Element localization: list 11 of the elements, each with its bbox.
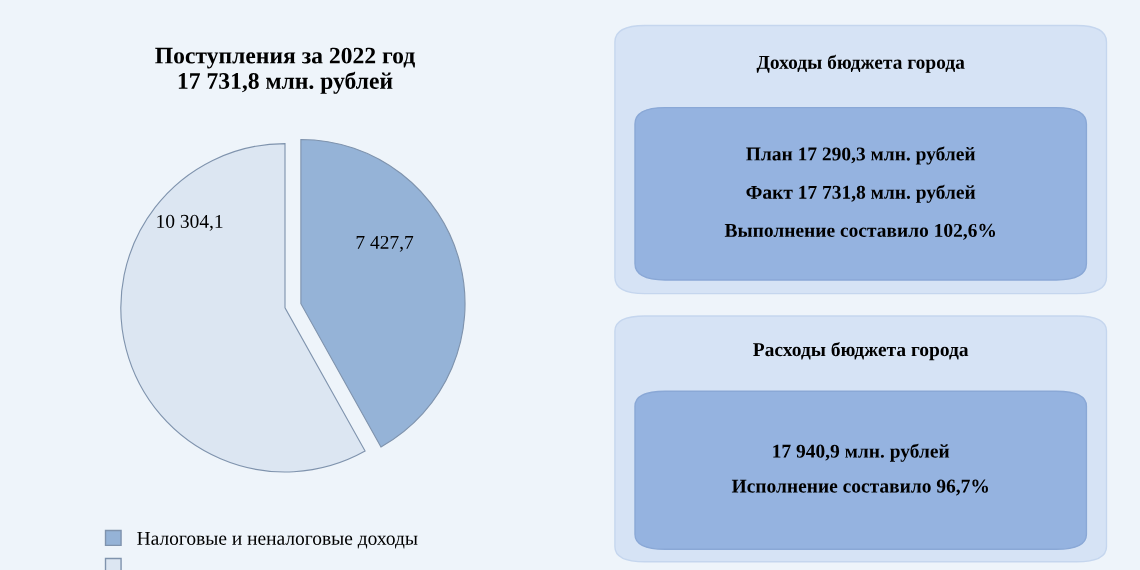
legend-label: Налоговые и неналоговые доходы (137, 531, 418, 549)
text: Расходы бюджета города (753, 342, 969, 361)
text: Исполнение составило 96,7% (731, 479, 988, 496)
text: Выполнение составило 102,6% (724, 223, 996, 240)
text: План 17 290,3 млн. рублей (746, 146, 976, 165)
chart-title: Поступления за 2022 год 17 731,8 млн. рублей (155, 47, 415, 94)
data-label: 10 304,1 (157, 214, 223, 231)
text: Доходы бюджета города (756, 54, 965, 73)
data-label: 7 427,7 (356, 235, 414, 252)
text: 17 940,9 млн. рублей (773, 443, 950, 462)
text: Факт 17 731,8 млн. рублей (746, 184, 976, 203)
